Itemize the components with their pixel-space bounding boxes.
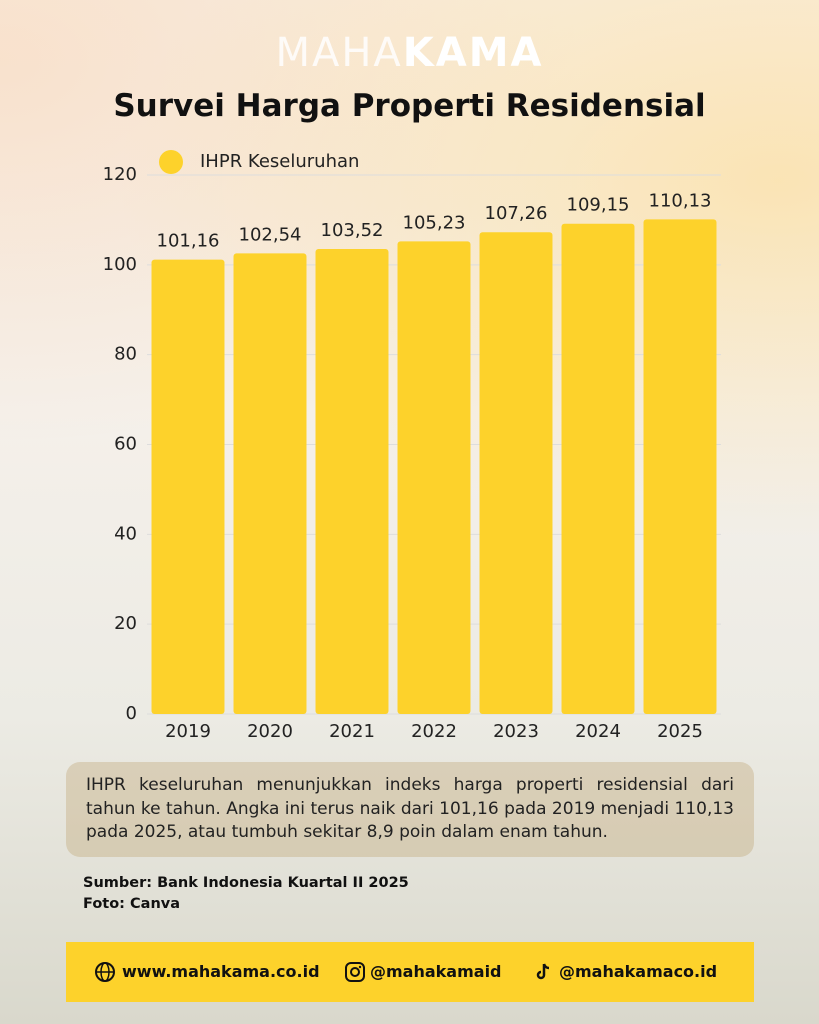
legend-label: IHPR Keseluruhan [200,151,359,172]
value-label: 110,13 [649,190,712,211]
y-tick-label: 100 [103,254,137,275]
photo-credit: Foto: Canva [83,896,181,912]
source: Sumber: Bank Indonesia Kuartal II 2025 [83,875,409,891]
y-tick-label: 0 [126,703,137,724]
bar [233,253,307,714]
x-tick-label: 2021 [329,721,375,742]
y-tick-label: 20 [114,613,137,634]
bar [643,219,717,714]
value-label: 101,16 [157,231,220,252]
bar [315,249,389,715]
tiktok-link[interactable]: @mahakamaco.id [559,962,718,981]
footer: www.mahakama.co.id @mahakamaid @mahakama… [66,942,754,1002]
y-tick-label: 60 [114,434,137,455]
bar [479,232,553,715]
y-tick-label: 80 [114,344,137,365]
brand-bold: KAMA [402,30,544,76]
x-tick-label: 2024 [575,721,621,742]
chart: 0 20 40 60 80 100 120 IHPR Keseluruhan 2019 2020 2… [103,150,721,742]
x-tick-label: 2019 [165,721,211,742]
legend-swatch [159,150,183,174]
description: IHPR keseluruhan menunjukkan indeks harg… [66,762,754,857]
x-tick-label: 2020 [247,721,293,742]
bar [397,241,471,714]
chart-title: Survei Harga Properti Residensial [113,88,706,124]
value-label: 109,15 [567,195,630,216]
x-tick-label: 2022 [411,721,457,742]
y-tick-label: 120 [103,164,137,185]
bar [561,223,635,714]
globe-icon [95,962,115,982]
brand-light: MAHA [275,30,403,76]
x-tick-label: 2023 [493,721,539,742]
bar [151,259,225,714]
value-label: 102,54 [239,224,302,245]
brand: MAHAKAMA [0,30,819,76]
value-label: 107,26 [485,203,548,224]
value-label: 103,52 [321,220,384,241]
value-label: 105,23 [403,212,466,233]
instagram-icon [345,962,365,982]
website-link[interactable]: www.mahakama.co.id [122,962,320,981]
instagram-link[interactable]: @mahakamaid [370,962,502,981]
y-tick-label: 40 [114,523,137,544]
x-tick-label: 2025 [657,721,703,742]
tiktok-icon [536,963,550,980]
